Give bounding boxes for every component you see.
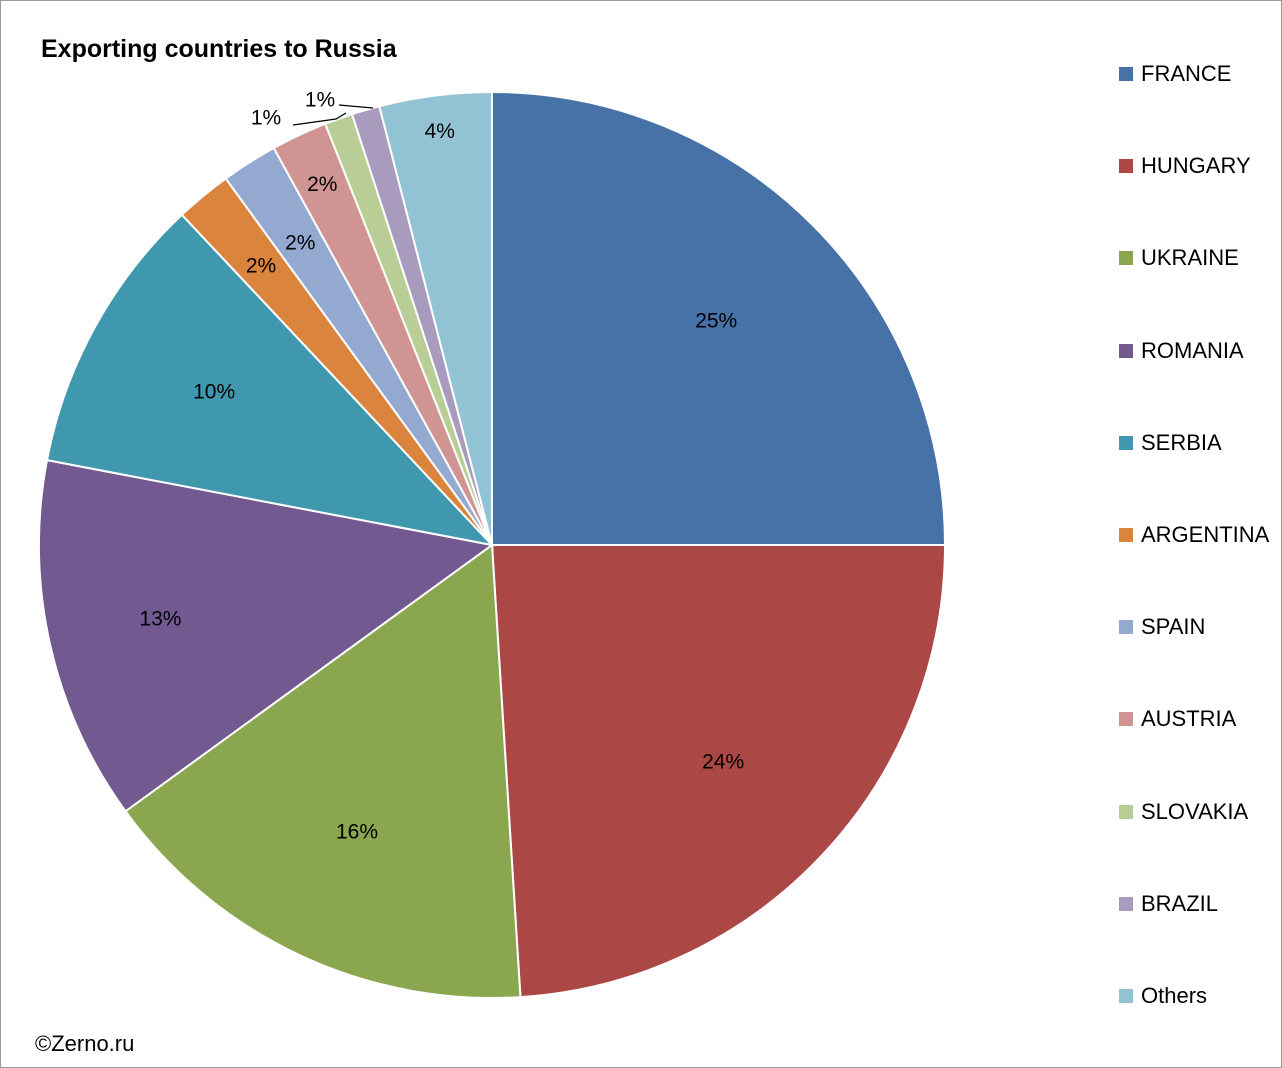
legend-swatch	[1119, 343, 1133, 358]
data-label-others: 4%	[425, 120, 455, 143]
legend-item-spain: SPAIN	[1119, 612, 1205, 642]
legend-item-hungary: HUNGARY	[1119, 151, 1251, 181]
legend-label: FRANCE	[1141, 61, 1232, 86]
legend-item-argentina: ARGENTINA	[1119, 520, 1269, 550]
data-label-spain: 2%	[285, 231, 315, 254]
legend: FRANCE HUNGARY UKRAINE ROMANIA SERBIA ARGENTI…	[1119, 59, 1279, 1029]
leader-line-brazil	[338, 104, 374, 109]
data-label-hungary: 24%	[702, 751, 744, 774]
pie-slice-serbia	[45, 213, 495, 547]
legend-label: UKRAINE	[1141, 245, 1239, 271]
legend-label: HUNGARY	[1141, 153, 1251, 179]
legend-item-others: Others	[1119, 981, 1207, 1011]
legend-swatch	[1119, 712, 1133, 727]
legend-swatch	[1119, 528, 1133, 542]
data-label-france: 25%	[695, 309, 737, 332]
legend-item-austria: AUSTRIA	[1119, 704, 1236, 734]
legend-item-romania: ROMANIA	[1119, 336, 1244, 366]
credit-text: ©Zerno.ru	[35, 1031, 135, 1056]
data-label-slovakia: 1%	[251, 107, 281, 130]
legend-swatch	[1119, 989, 1133, 1003]
legend-swatch	[1119, 896, 1133, 911]
legend-label: AUSTRIA	[1141, 706, 1237, 732]
legend-label: SERBIA	[1141, 429, 1222, 455]
pie-slice-hungary	[490, 544, 947, 999]
legend-swatch	[1119, 67, 1133, 81]
data-label-serbia: 10%	[193, 381, 235, 404]
leader-line-slovakia	[292, 112, 347, 126]
legend-item-ukraine: UKRAINE	[1119, 243, 1239, 273]
legend-item-slovakia: SLOVAKIA	[1119, 797, 1248, 827]
legend-label: ARGENTINA	[1141, 522, 1270, 547]
legend-swatch	[1119, 435, 1133, 450]
data-label-brazil: 1%	[305, 89, 335, 112]
legend-swatch	[1119, 804, 1133, 819]
data-label-austria: 2%	[307, 173, 337, 196]
legend-label: SPAIN	[1141, 614, 1206, 640]
chart-title: Exporting countries to Russia	[41, 35, 397, 63]
legend-label: ROMANIA	[1141, 337, 1244, 363]
data-label-ukraine: 16%	[336, 820, 378, 843]
pie-slice-france	[491, 90, 947, 546]
pie-slice-others	[378, 90, 493, 546]
legend-swatch	[1119, 251, 1133, 266]
legend-label: Others	[1141, 983, 1208, 1008]
data-label-argentina: 2%	[246, 254, 276, 277]
legend-label: BRAZIL	[1141, 890, 1219, 916]
legend-item-serbia: SERBIA	[1119, 428, 1222, 458]
legend-item-brazil: BRAZIL	[1119, 889, 1218, 919]
pie-slice-romania	[38, 458, 495, 813]
data-label-romania: 13%	[139, 608, 181, 631]
legend-swatch	[1119, 159, 1133, 174]
legend-item-france: FRANCE	[1119, 59, 1231, 89]
pie-slice-ukraine	[124, 543, 522, 999]
legend-swatch	[1119, 620, 1133, 635]
legend-label: SLOVAKIA	[1141, 798, 1249, 824]
